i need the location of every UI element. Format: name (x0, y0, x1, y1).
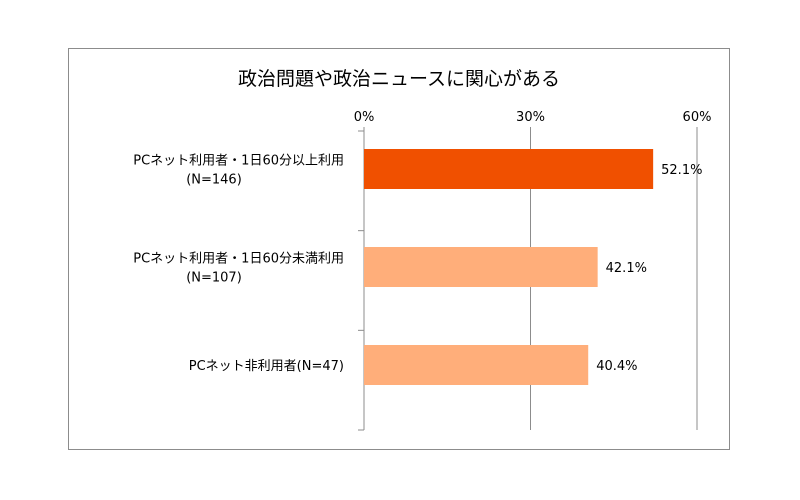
chart-title: 政治問題や政治ニュースに関心がある (238, 68, 560, 90)
bar (364, 247, 598, 287)
bar (364, 345, 589, 385)
category-label: (N=146) (186, 173, 242, 188)
x-tick-label: 30% (516, 110, 545, 125)
bar (364, 149, 654, 189)
category-label: PCネット非利用者(N=47) (189, 359, 344, 374)
x-tick-label: 60% (683, 110, 712, 125)
plot-area: 0% 30% 60% 52.1% PCネット利用者・1日60分以上利用 (N=146) 42… (133, 110, 712, 431)
x-tick-label: 0% (354, 110, 375, 125)
data-label: 42.1% (606, 261, 647, 276)
category-label: PCネット利用者・1日60分未満利用 (133, 252, 344, 267)
category-label: (N=107) (186, 271, 242, 286)
data-label: 40.4% (596, 359, 637, 374)
data-label: 52.1% (661, 163, 702, 178)
category-label: PCネット利用者・1日60分以上利用 (133, 154, 344, 169)
